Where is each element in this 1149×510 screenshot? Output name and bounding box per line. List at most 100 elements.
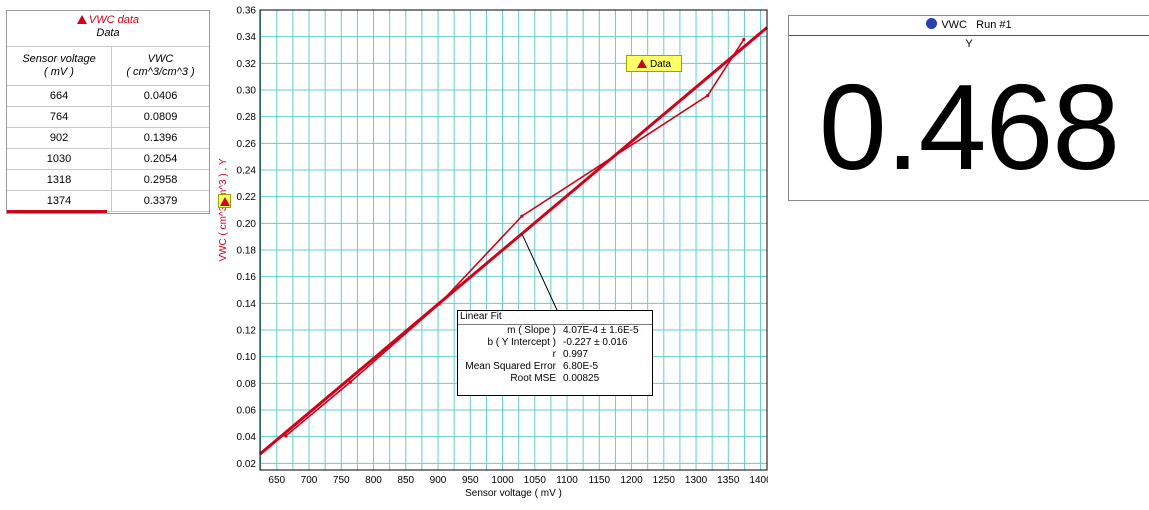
fit-title: Linear Fit [458,311,652,325]
table-cell[interactable]: 664 [7,85,113,107]
column-name: VWC [147,53,174,65]
x-tick-label: 950 [462,475,479,486]
fit-label: r [552,349,556,360]
x-tick-label: 900 [430,475,447,486]
x-tick-label: 1150 [589,475,611,486]
meter-run-label: Run #1 [976,19,1012,31]
triangle-marker-icon [220,197,230,206]
y-tick-label: 0.24 [237,166,257,177]
fit-value: -0.227 ± 0.016 [563,337,628,348]
table-row[interactable]: 1374 0.3379 [7,190,209,212]
selection-strip [7,210,107,213]
linear-fit-box[interactable]: Linear Fit m ( Slope ) 4.07E-4 ± 1.6E-5 … [457,310,653,396]
fit-label: m ( Slope ) [507,325,556,336]
chart-svg[interactable]: 650 700 750 800 850 900 950 1000 1050 1100 1150 120… [212,0,768,510]
fit-value: 0.997 [563,349,589,360]
table-cell[interactable]: 1030 [7,148,113,170]
fit-value: 4.07E-4 ± 1.6E-5 [563,325,639,336]
data-line [285,39,745,437]
data-table: Sensor voltage ( mV ) VWC ( cm^3/cm^3 ) … [7,47,209,212]
y-tick-label: 0.12 [237,326,257,337]
column-unit: ( cm^3/cm^3 ) [126,66,195,78]
series-dot-icon [926,18,938,29]
table-cell[interactable]: 1374 [7,190,113,212]
x-tick-label: 1350 [717,475,740,486]
x-tick-label: 650 [268,475,285,486]
x-tick-label: 1200 [620,475,643,486]
y-tick-label: 0.30 [237,86,257,97]
x-tick-label: 1300 [685,475,708,486]
x-axis-title[interactable]: Sensor voltage ( mV ) [465,488,562,499]
fit-label: b ( Y Intercept ) [487,337,556,348]
y-tick-label: 0.08 [237,379,257,390]
y-axis-title[interactable]: VWC ( cm^3/cm^3 ) , Y [218,158,229,261]
table-row[interactable]: 664 0.0406 [7,85,209,107]
y-tick-label: 0.32 [237,59,257,70]
fit-row-rmse: Root MSE 0.00825 [458,373,652,385]
x-tick-label: 700 [301,475,318,486]
table-cell[interactable]: 0.0406 [111,85,209,107]
x-tick-label: 800 [365,475,382,486]
data-point [284,434,288,438]
x-tick-label: 750 [333,475,350,486]
legend-label: Data [649,59,672,70]
fit-row-r: r 0.997 [458,349,652,361]
table-header: VWC data Data [7,11,209,47]
data-point [520,214,524,218]
series-legend[interactable]: Data [626,55,682,72]
table-cell[interactable]: 0.2958 [111,169,209,191]
y-tick-label: 0.04 [237,432,257,443]
x-tick-label: 1050 [524,475,547,486]
table-cell[interactable]: 902 [7,127,113,149]
y-tick-label: 0.34 [237,32,257,43]
y-tick-label: 0.14 [237,299,257,310]
x-tick-label: 1000 [491,475,514,486]
fit-label: Mean Squared Error [465,361,556,372]
x-tick-label: 1100 [556,475,578,486]
x-tick-label: 1250 [653,475,676,486]
table-cell[interactable]: 764 [7,106,113,128]
table-row[interactable]: 902 0.1396 [7,127,209,149]
table-cell[interactable]: 0.1396 [111,127,209,149]
data-point [706,94,710,98]
column-name: Sensor voltage [22,53,96,65]
y-tick-label: 0.02 [237,459,257,470]
digital-meter-panel: VWC Run #1 Y 0.468 [788,15,1149,201]
column-header-vwc[interactable]: VWC ( cm^3/cm^3 ) [111,47,209,86]
plot-frame [259,9,768,471]
y-tick-label: 0.36 [237,6,257,17]
fit-value: 0.00825 [563,373,600,384]
fit-label: Root MSE [510,373,556,384]
y-tick-label: 0.18 [237,246,257,257]
table-cell[interactable]: 1318 [7,169,113,191]
meter-value: 0.468 [818,59,1120,195]
fit-line [259,26,768,456]
data-point [437,302,441,306]
table-row[interactable]: 1030 0.2054 [7,148,209,170]
graph-panel[interactable]: 650 700 750 800 850 900 950 1000 1050 1100 1150 120… [212,0,768,510]
fit-row-mse: Mean Squared Error 6.80E-5 [458,361,652,373]
fit-row-intercept: b ( Y Intercept ) -0.227 ± 0.016 [458,337,652,349]
tick-labels: 650 700 750 800 850 900 950 1000 1050 1100 1150 120… [237,6,768,487]
y-tick-label: 0.26 [237,139,257,150]
table-cell[interactable]: 0.0809 [111,106,209,128]
table-row[interactable]: 764 0.0809 [7,106,209,128]
y-tick-label: 0.16 [237,272,257,283]
meter-variable: Y [965,38,973,50]
data-point [742,37,746,42]
triangle-marker-icon [636,59,647,68]
column-header-voltage[interactable]: Sensor voltage ( mV ) [7,47,113,86]
data-point [348,380,352,384]
y-column-marker[interactable] [218,194,231,208]
triangle-marker-icon [76,15,87,24]
table-cell[interactable]: 0.3379 [111,190,209,212]
y-tick-label: 0.28 [237,112,257,123]
y-tick-label: 0.10 [237,352,257,363]
y-tick-label: 0.06 [237,406,257,417]
data-table-panel: VWC data Data Sensor voltage ( mV ) VWC … [6,10,210,214]
fit-value: 6.80E-5 [563,361,599,372]
table-row[interactable]: 1318 0.2958 [7,169,209,191]
x-tick-label: 850 [397,475,414,486]
table-cell[interactable]: 0.2054 [111,148,209,170]
